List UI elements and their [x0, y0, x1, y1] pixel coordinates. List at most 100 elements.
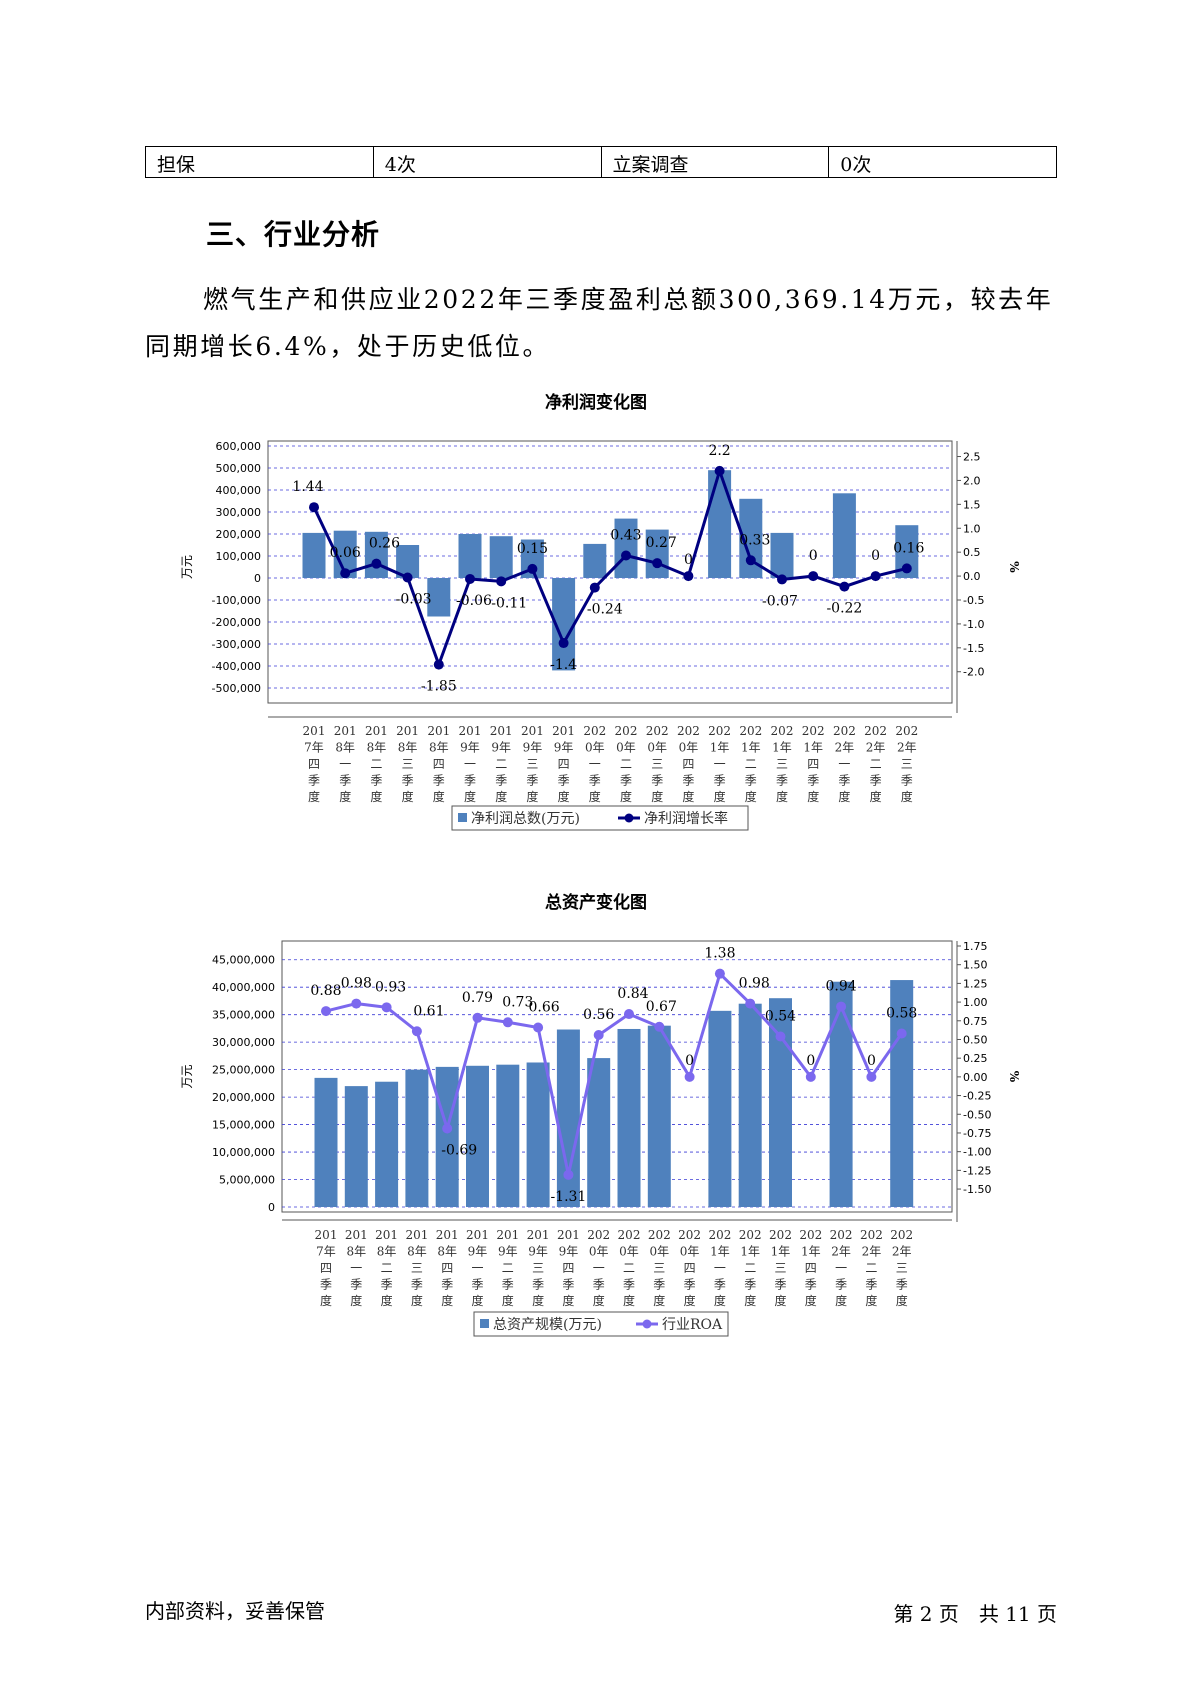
x-tick-label: 201 8年三季度	[396, 724, 419, 804]
x-tick-label: 202 1年四季度	[799, 1228, 822, 1308]
data-label: 0	[684, 552, 693, 568]
line-point-5	[465, 573, 475, 584]
bar-10	[617, 1028, 641, 1207]
line-point-17	[839, 581, 850, 592]
x-tick-label: 201 7年四季度	[315, 1228, 338, 1308]
legend-line-marker	[642, 1319, 652, 1329]
page-total: 11	[1005, 1602, 1031, 1626]
y-tick-label: -100,000	[212, 594, 261, 607]
x-tick-label: 201 8年一季度	[334, 724, 357, 804]
x-tick-label: 201 9年二季度	[490, 724, 513, 804]
line-series	[312, 465, 908, 669]
y2-tick-label: -2.0	[963, 666, 984, 679]
y2-tick-label: -1.25	[963, 1164, 991, 1177]
bar-5	[466, 1065, 489, 1207]
line-point-9	[593, 1029, 604, 1040]
line-point-14	[745, 998, 756, 1009]
y2-tick-label: 2.0	[963, 474, 981, 487]
chart-title: 总资产变化图	[545, 892, 647, 913]
y2-tick-label: -0.5	[963, 594, 984, 607]
bar-9	[583, 543, 607, 578]
data-label: 0	[806, 1053, 815, 1069]
x-tick-label: 201 9年三季度	[527, 1228, 550, 1308]
bar-14	[739, 498, 763, 578]
data-label: 0.73	[502, 994, 533, 1010]
x-tick-label: 201 8年四季度	[436, 1228, 459, 1308]
line-point-13	[714, 968, 725, 979]
bar-19	[895, 525, 919, 578]
data-label: -0.06	[456, 593, 492, 609]
y2-tick-label: -1.00	[963, 1146, 991, 1159]
line-point-6	[496, 576, 507, 587]
y2-tick-label: 0.50	[963, 1033, 988, 1046]
x-tick-label: 202 0年四季度	[678, 1228, 701, 1308]
y-tick-label: -300,000	[212, 638, 261, 651]
x-tick-label: 202 0年二季度	[618, 1228, 641, 1308]
data-label: 0.88	[310, 983, 341, 999]
y-tick-label: 25,000,000	[212, 1064, 275, 1077]
line-series	[325, 970, 903, 1176]
y2-tick-label: -0.75	[963, 1127, 991, 1140]
x-tick-label: 202 1年一季度	[708, 724, 731, 804]
net-profit-chart: 净利润变化图 600,000 500,000 400,000 300,000 200,00…	[0, 390, 1191, 850]
y-tick-label: -500,000	[212, 682, 261, 695]
line-point-10	[621, 550, 631, 561]
data-label: 2.2	[708, 443, 730, 459]
line-point-11	[652, 558, 663, 569]
x-tick-label: 201 8年二季度	[365, 724, 388, 804]
line-point-4	[433, 659, 444, 670]
data-label: 1.44	[292, 479, 323, 495]
x-tick-label: 201 9年二季度	[496, 1228, 519, 1308]
bar-15	[769, 998, 792, 1207]
y2-tick-label: 0.5	[963, 546, 981, 559]
x-tick-label: 201 9年一季度	[459, 724, 482, 804]
page-current: 2	[919, 1602, 933, 1626]
legend-box	[473, 1311, 729, 1337]
y-tick-label: 0	[268, 1201, 275, 1214]
data-label: 0.79	[462, 990, 493, 1006]
y2-tick-label: -0.25	[963, 1090, 991, 1103]
y-tick-label: 100,000	[216, 550, 262, 563]
bar-5	[458, 534, 482, 578]
bar-1	[333, 530, 357, 578]
data-label: 0.43	[610, 528, 641, 544]
data-label: 0	[685, 1053, 694, 1069]
bar-11	[647, 1025, 671, 1207]
x-tick-label: 202 2年一季度	[830, 1228, 853, 1308]
total-assets-chart-svg: 总资产变化图 45,000,000 40,000,000 35,000,000 30,0…	[180, 892, 1021, 1337]
line-point-1	[351, 998, 362, 1009]
bar-4	[427, 578, 451, 617]
x-tick-label: 202 1年一季度	[708, 1228, 731, 1308]
legend-bar-swatch	[458, 813, 467, 822]
line-point-19	[901, 563, 912, 574]
y-tick-label: 15,000,000	[212, 1119, 275, 1132]
bar-9	[587, 1058, 611, 1207]
data-label: 0.66	[529, 1000, 560, 1016]
x-tick-label: 202 1年三季度	[771, 724, 794, 804]
bar-4	[435, 1066, 459, 1207]
line-point-18	[866, 1071, 877, 1082]
line-point-2	[371, 558, 382, 569]
bar-17	[832, 493, 856, 578]
data-label: 0.27	[646, 535, 677, 551]
line-point-15	[775, 1031, 786, 1042]
data-label: 0	[871, 548, 880, 564]
line-point-7	[527, 563, 538, 574]
analysis-paragraph: 燃气生产和供应业2022年三季度盈利总额300,369.14万元，较去年同期增长…	[145, 285, 1054, 361]
data-label: 0.98	[739, 976, 770, 992]
x-tick-label: 202 2年一季度	[833, 724, 856, 804]
y2-axis-label: %	[1007, 1071, 1021, 1083]
line-point-17	[836, 1001, 847, 1012]
line-point-8	[563, 1169, 574, 1180]
y2-tick-label: -1.50	[963, 1183, 991, 1196]
y2-tick-label: 0.00	[963, 1071, 988, 1084]
bar-6	[489, 536, 513, 578]
section-title: 三、行业分析	[206, 218, 381, 251]
data-label: -0.22	[826, 601, 862, 617]
line-point-0	[321, 1006, 331, 1017]
x-tick-label: 201 8年四季度	[427, 724, 450, 804]
line-point-6	[502, 1017, 513, 1028]
y-tick-label: -200,000	[212, 616, 261, 629]
x-tick-label: 201 8年三季度	[405, 1228, 428, 1308]
bar-0	[314, 1077, 338, 1207]
